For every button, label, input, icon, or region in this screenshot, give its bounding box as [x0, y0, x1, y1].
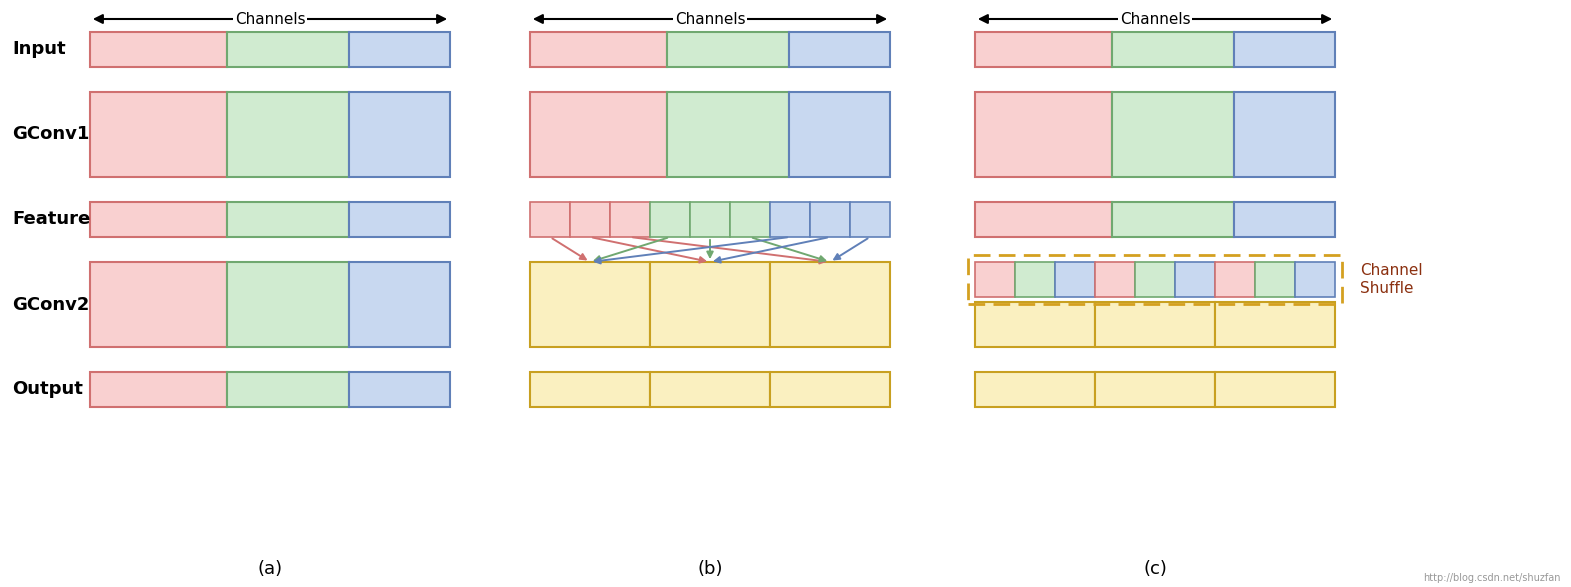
Bar — [226, 202, 349, 237]
Bar — [650, 262, 770, 347]
Bar — [529, 372, 650, 407]
Bar — [666, 32, 789, 67]
Bar — [770, 372, 891, 407]
Bar — [226, 262, 349, 347]
Bar — [90, 202, 226, 237]
Bar — [789, 32, 891, 67]
Bar — [1214, 372, 1335, 407]
Bar — [811, 202, 850, 237]
Bar — [850, 202, 891, 237]
Text: Channels: Channels — [234, 12, 305, 26]
Bar — [976, 92, 1112, 177]
Text: (a): (a) — [258, 560, 283, 578]
Bar — [731, 202, 770, 237]
Bar — [1015, 262, 1056, 297]
Bar — [1235, 92, 1335, 177]
Bar — [1134, 262, 1175, 297]
Bar — [529, 202, 570, 237]
Text: GConv1: GConv1 — [13, 126, 90, 143]
Text: GConv2: GConv2 — [13, 295, 90, 313]
Bar — [1112, 202, 1235, 237]
Text: Input: Input — [13, 41, 66, 59]
Bar — [226, 32, 349, 67]
Bar — [90, 92, 226, 177]
Bar — [529, 262, 650, 347]
Text: (c): (c) — [1144, 560, 1167, 578]
Bar — [789, 92, 891, 177]
Bar — [1095, 372, 1214, 407]
Bar — [1295, 262, 1335, 297]
Bar — [770, 262, 891, 347]
Text: Channel
Shuffle: Channel Shuffle — [1360, 264, 1423, 296]
Bar — [1056, 262, 1095, 297]
Bar — [1235, 202, 1335, 237]
Bar — [529, 32, 666, 67]
Bar — [976, 262, 1015, 297]
Bar — [1235, 32, 1335, 67]
Bar — [529, 92, 666, 177]
Bar — [770, 202, 811, 237]
Bar — [1095, 262, 1134, 297]
Bar — [976, 202, 1112, 237]
Bar — [690, 202, 731, 237]
Bar — [226, 92, 349, 177]
Bar — [90, 32, 226, 67]
Bar — [1214, 302, 1335, 347]
Bar — [349, 262, 449, 347]
Bar — [968, 255, 1342, 304]
Bar — [90, 372, 226, 407]
Text: Feature: Feature — [13, 211, 90, 228]
Bar — [349, 372, 449, 407]
Text: http://blog.csdn.net/shuzfan: http://blog.csdn.net/shuzfan — [1423, 573, 1562, 583]
Text: (b): (b) — [698, 560, 723, 578]
Text: Channels: Channels — [1120, 12, 1191, 26]
Bar — [650, 202, 690, 237]
Bar — [90, 262, 226, 347]
Bar — [976, 32, 1112, 67]
Text: Channels: Channels — [674, 12, 745, 26]
Bar — [570, 202, 610, 237]
Bar — [976, 372, 1095, 407]
Bar — [1112, 92, 1235, 177]
Bar — [1214, 262, 1255, 297]
Bar — [349, 32, 449, 67]
Bar — [976, 302, 1095, 347]
Bar — [1095, 302, 1214, 347]
Text: Output: Output — [13, 380, 83, 399]
Bar — [226, 372, 349, 407]
Bar — [1255, 262, 1295, 297]
Bar — [610, 202, 650, 237]
Bar — [349, 92, 449, 177]
Bar — [1112, 32, 1235, 67]
Bar — [1175, 262, 1214, 297]
Bar — [349, 202, 449, 237]
Bar — [666, 92, 789, 177]
Bar — [650, 372, 770, 407]
